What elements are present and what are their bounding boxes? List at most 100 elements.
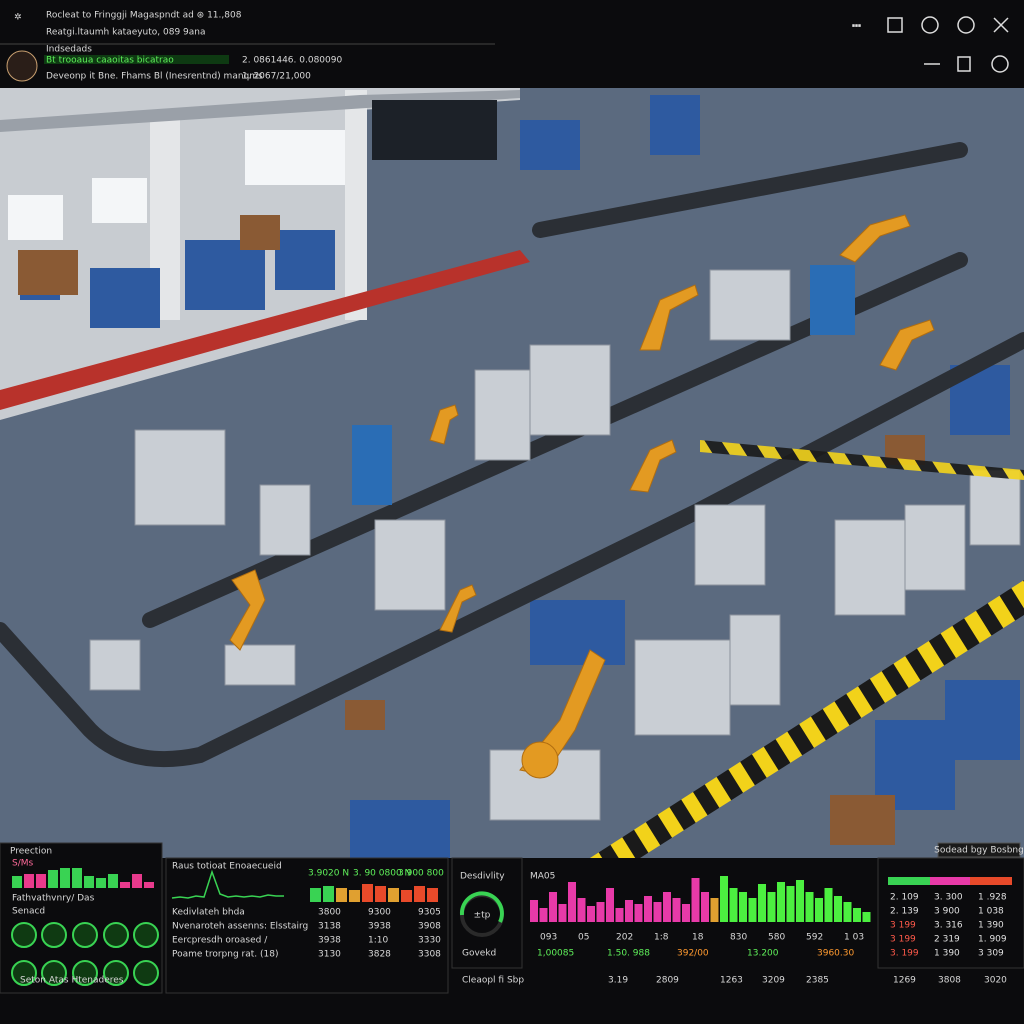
summary-cell: 3 199 [890, 921, 916, 931]
header-subtitle: Reatgi.ltaumh kataeyuto, 089 9ana [46, 28, 206, 38]
share-button[interactable] [957, 16, 975, 34]
summary-cell: 3 199 [890, 935, 916, 945]
summary-cell: 1. 909 [978, 935, 1007, 945]
bar [644, 896, 652, 922]
bar [577, 898, 586, 922]
status-bg [44, 55, 229, 64]
x-label: 202 [616, 933, 633, 943]
bar [310, 888, 321, 902]
bar [144, 882, 154, 888]
table-cell: 3800 [318, 908, 341, 918]
bar [672, 898, 681, 922]
summary-panel [877, 857, 1024, 969]
dashboard [0, 858, 1024, 1024]
row-label: Kedivlateh bhda [172, 908, 245, 918]
more-button[interactable]: ⋯ [851, 21, 862, 33]
footer-value: 3808 [938, 976, 961, 986]
bar [767, 892, 776, 922]
bar [36, 874, 46, 888]
bar [530, 900, 538, 922]
summary-cell: 3. 316 [934, 921, 963, 931]
bar [596, 902, 605, 922]
bar [796, 880, 804, 922]
legend-strip [930, 877, 970, 885]
bar [132, 874, 142, 888]
footer-value: 3209 [762, 976, 785, 986]
bar [606, 888, 614, 922]
footer-value: 1269 [893, 976, 916, 986]
bar [587, 906, 595, 922]
footer-value: 3020 [984, 976, 1007, 986]
header-title: Rocleat to Fringgji Magaspndt ad ⊛ 11.,8… [46, 11, 242, 21]
x-label: 18 [692, 933, 704, 943]
readout: 2. 0861446. 0.080090 [242, 56, 342, 66]
bar [427, 888, 438, 902]
filter-button[interactable] [991, 55, 1009, 73]
bar [691, 878, 700, 922]
bar [748, 898, 757, 922]
total: 392/00 [677, 949, 709, 959]
footer-value: 2385 [806, 976, 829, 986]
bar [323, 886, 334, 902]
table-cell: 3330 [418, 936, 441, 946]
bar [84, 876, 94, 888]
bar [758, 884, 766, 922]
bar [739, 892, 747, 922]
bar [615, 908, 624, 922]
bar [710, 898, 719, 922]
bar [568, 882, 576, 922]
legend-strip [970, 877, 1012, 885]
table-cell: 3138 [318, 922, 341, 932]
summary-cell: 1 390 [934, 949, 960, 959]
bar [375, 886, 386, 902]
row-label: Eercpresdh oroased / [172, 936, 268, 946]
total: 13.200 [747, 949, 779, 959]
trend-line [171, 869, 284, 899]
settings-button[interactable] [921, 16, 939, 34]
bar [701, 892, 709, 922]
footer-value: 3.19 [608, 976, 628, 986]
panel-label: S/Ms [12, 859, 34, 869]
logo [6, 50, 38, 82]
operations-panel [165, 857, 449, 994]
bar [625, 900, 633, 922]
bar [362, 884, 373, 902]
total: 3960.30 [817, 949, 854, 959]
close-button[interactable] [993, 17, 1009, 33]
status-icons [11, 922, 159, 986]
bar [414, 886, 425, 902]
bar [539, 908, 548, 922]
total: 1.50. 988 [607, 949, 650, 959]
table-cell: 3828 [368, 950, 391, 960]
table-cell: 3308 [418, 950, 441, 960]
status-text: Bt trooaua caaoitas bicatrao [46, 56, 174, 66]
summary-cell: 3. 199 [890, 949, 919, 959]
table-cell: 3130 [318, 950, 341, 960]
bar [388, 888, 399, 902]
section-label: Indsedads [46, 45, 92, 55]
doc-button[interactable] [957, 56, 971, 72]
footer-left: Seton Atas Htenaderes [20, 976, 124, 986]
toolbar: ⋯ [851, 16, 1009, 73]
panel-title: Raus totioat Enoaecueid [172, 862, 282, 872]
bar [653, 902, 662, 922]
table-cell: 1:10 [368, 936, 388, 946]
gauge-caption: Govekd [462, 949, 496, 959]
table-cell: 3908 [418, 922, 441, 932]
menu-icon[interactable]: ✲ [14, 13, 22, 23]
summary-cell: 3 309 [978, 949, 1004, 959]
bar [634, 904, 643, 922]
bar [401, 890, 412, 902]
bar [349, 890, 360, 902]
summary-button[interactable] [937, 842, 1021, 858]
footer-value: 2809 [656, 976, 679, 986]
row-label: Nvenaroteh assenns: Elsstairg [172, 922, 308, 932]
window-button[interactable] [887, 17, 903, 33]
bar [682, 904, 690, 922]
summary-cell: 2. 109 [890, 893, 919, 903]
bar [777, 882, 785, 922]
bar [720, 876, 728, 922]
summary-cell: 1 390 [978, 921, 1004, 931]
bar [120, 882, 130, 888]
